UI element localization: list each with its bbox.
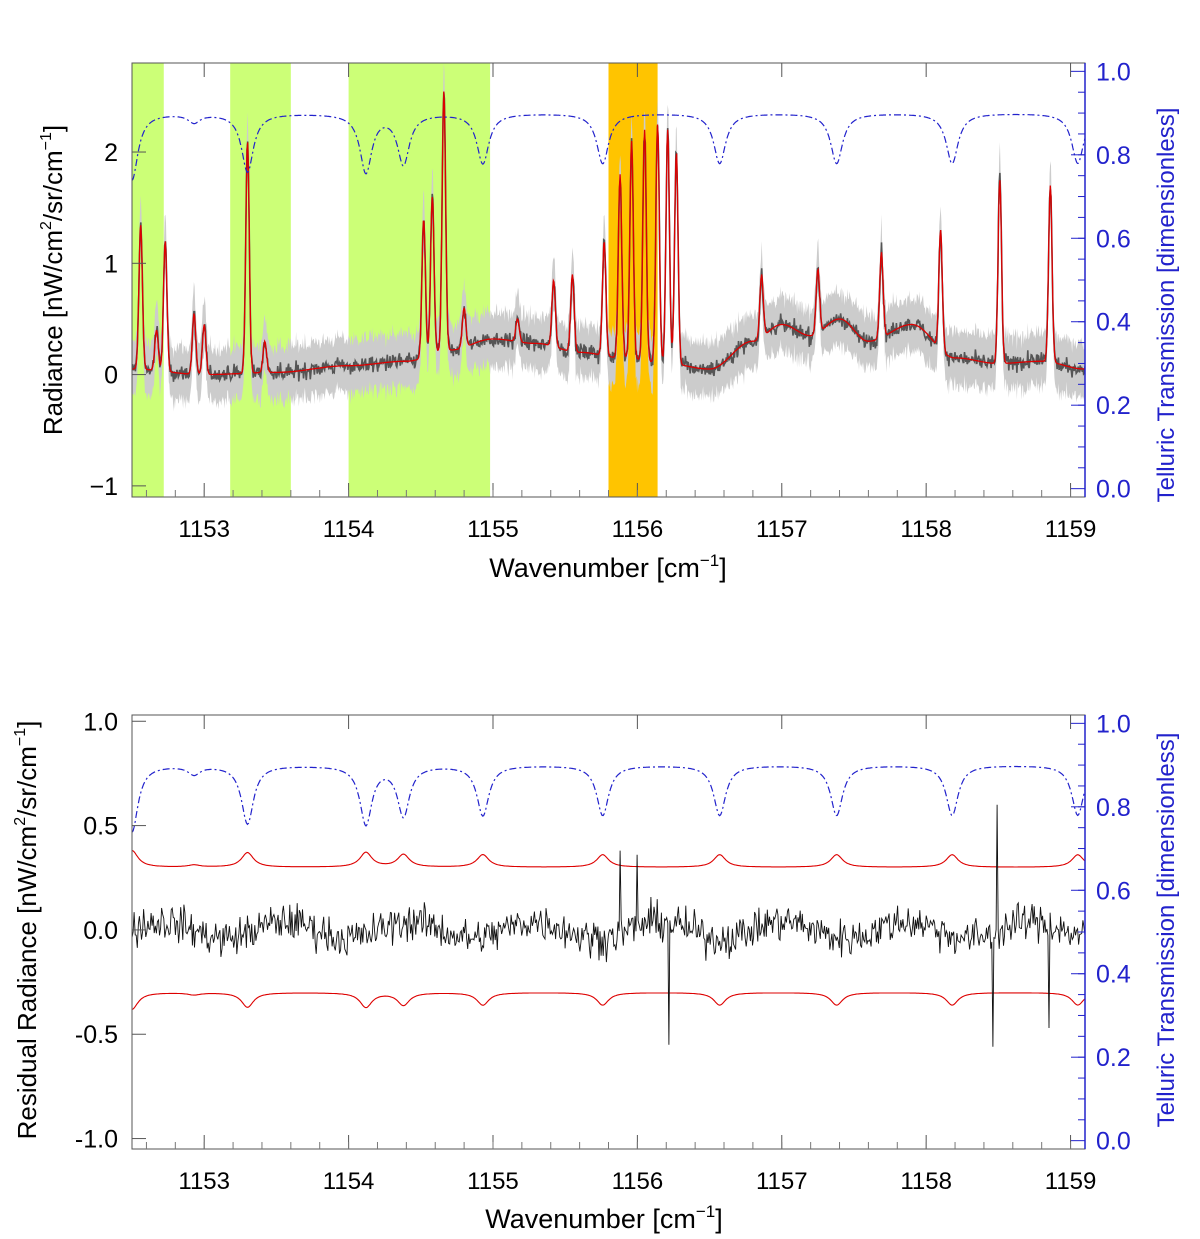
telluric-transmission-line bbox=[132, 765, 1085, 833]
bottom-panel: 1153 1154 1155 1156 1157 1158 1159 -1.0 -0.5 0.0 0… bbox=[12, 708, 1180, 1234]
top-x-tick-label: 1158 bbox=[900, 516, 952, 543]
bottom-x-tick-label: 1157 bbox=[756, 1168, 808, 1195]
bottom-y2-axis-title: Telluric Transmission [dimensionless] bbox=[1153, 733, 1180, 1128]
residual-line bbox=[132, 804, 1085, 1047]
top-x-tick-label: 1156 bbox=[612, 516, 664, 543]
bottom-y-tick-label: 1.0 bbox=[83, 708, 118, 736]
top-ticks: 1153 1154 1155 1156 1157 1158 1159 −1 0 1 2 0.0 0.2 0… bbox=[89, 58, 1130, 543]
bottom-x-axis-title: Wavenumber [cm−1] bbox=[485, 1202, 722, 1234]
bottom-x-tick-label: 1156 bbox=[612, 1168, 664, 1195]
top-y2-tick-label: 0.0 bbox=[1096, 476, 1131, 504]
bottom-x-tick-label: 1159 bbox=[1045, 1168, 1097, 1195]
top-x-tick-label: 1153 bbox=[178, 516, 230, 543]
top-y2-tick-label: 0.4 bbox=[1096, 309, 1131, 337]
top-y-tick-label: 0 bbox=[104, 362, 118, 390]
top-y-tick-label: 2 bbox=[104, 139, 118, 167]
top-y2-tick-label: 0.6 bbox=[1096, 225, 1131, 253]
top-series bbox=[132, 63, 1085, 412]
bottom-y2-tick-label: 0.0 bbox=[1096, 1128, 1131, 1156]
noise-envelope-lower bbox=[132, 992, 1085, 1010]
bottom-ticks: 1153 1154 1155 1156 1157 1158 1159 -1.0 -0.5 0.0 0… bbox=[75, 708, 1131, 1195]
top-y2-tick-label: 0.8 bbox=[1096, 142, 1131, 170]
bottom-y-axis-title: Residual Radiance [nW/cm2/sr/cm−1] bbox=[12, 721, 42, 1140]
bottom-y2-tick-label: 0.4 bbox=[1096, 961, 1131, 989]
highlight-band bbox=[132, 63, 164, 497]
bottom-series bbox=[132, 765, 1085, 1047]
bottom-y-tick-label: -0.5 bbox=[75, 1021, 118, 1049]
top-y-axis-title: Radiance [nW/cm2/sr/cm−1] bbox=[38, 125, 68, 435]
top-y-tick-label: 1 bbox=[104, 250, 118, 278]
bottom-y-tick-label: 0.5 bbox=[83, 813, 118, 841]
top-y2-tick-label: 1.0 bbox=[1096, 58, 1131, 86]
highlight-band bbox=[608, 63, 658, 497]
bottom-plot-frame bbox=[131, 714, 1086, 1150]
top-y2-tick-label: 0.2 bbox=[1096, 392, 1131, 420]
bottom-y2-tick-label: 0.2 bbox=[1096, 1044, 1131, 1072]
top-x-tick-label: 1157 bbox=[756, 516, 808, 543]
bottom-y2-tick-label: 0.6 bbox=[1096, 877, 1131, 905]
bottom-x-tick-label: 1155 bbox=[467, 1168, 519, 1195]
highlight-bands bbox=[132, 63, 658, 497]
bottom-y2-tick-label: 0.8 bbox=[1096, 794, 1131, 822]
top-x-tick-label: 1155 bbox=[467, 516, 519, 543]
top-panel: 1153 1154 1155 1156 1157 1158 1159 −1 0 1 2 0.0 0.2 0… bbox=[38, 58, 1180, 583]
bottom-y-tick-label: 0.0 bbox=[83, 917, 118, 945]
bottom-y-tick-label: -1.0 bbox=[75, 1126, 118, 1154]
highlight-band bbox=[230, 63, 291, 497]
top-y2-axis-title: Telluric Transmission [dimensionless] bbox=[1153, 108, 1180, 503]
highlight-band bbox=[348, 63, 491, 497]
top-y-tick-label: −1 bbox=[89, 473, 118, 501]
noise-envelope-upper bbox=[132, 849, 1085, 868]
bottom-x-tick-label: 1158 bbox=[900, 1168, 952, 1195]
top-x-axis-title: Wavenumber [cm−1] bbox=[489, 551, 726, 583]
bottom-x-tick-label: 1153 bbox=[178, 1168, 230, 1195]
top-x-tick-label: 1159 bbox=[1045, 516, 1097, 543]
telluric-transmission-line bbox=[132, 113, 1085, 181]
top-x-tick-label: 1154 bbox=[323, 516, 375, 543]
bottom-y2-tick-label: 1.0 bbox=[1096, 710, 1131, 738]
bottom-x-tick-label: 1154 bbox=[323, 1168, 375, 1195]
model-fit-line bbox=[132, 91, 1085, 376]
